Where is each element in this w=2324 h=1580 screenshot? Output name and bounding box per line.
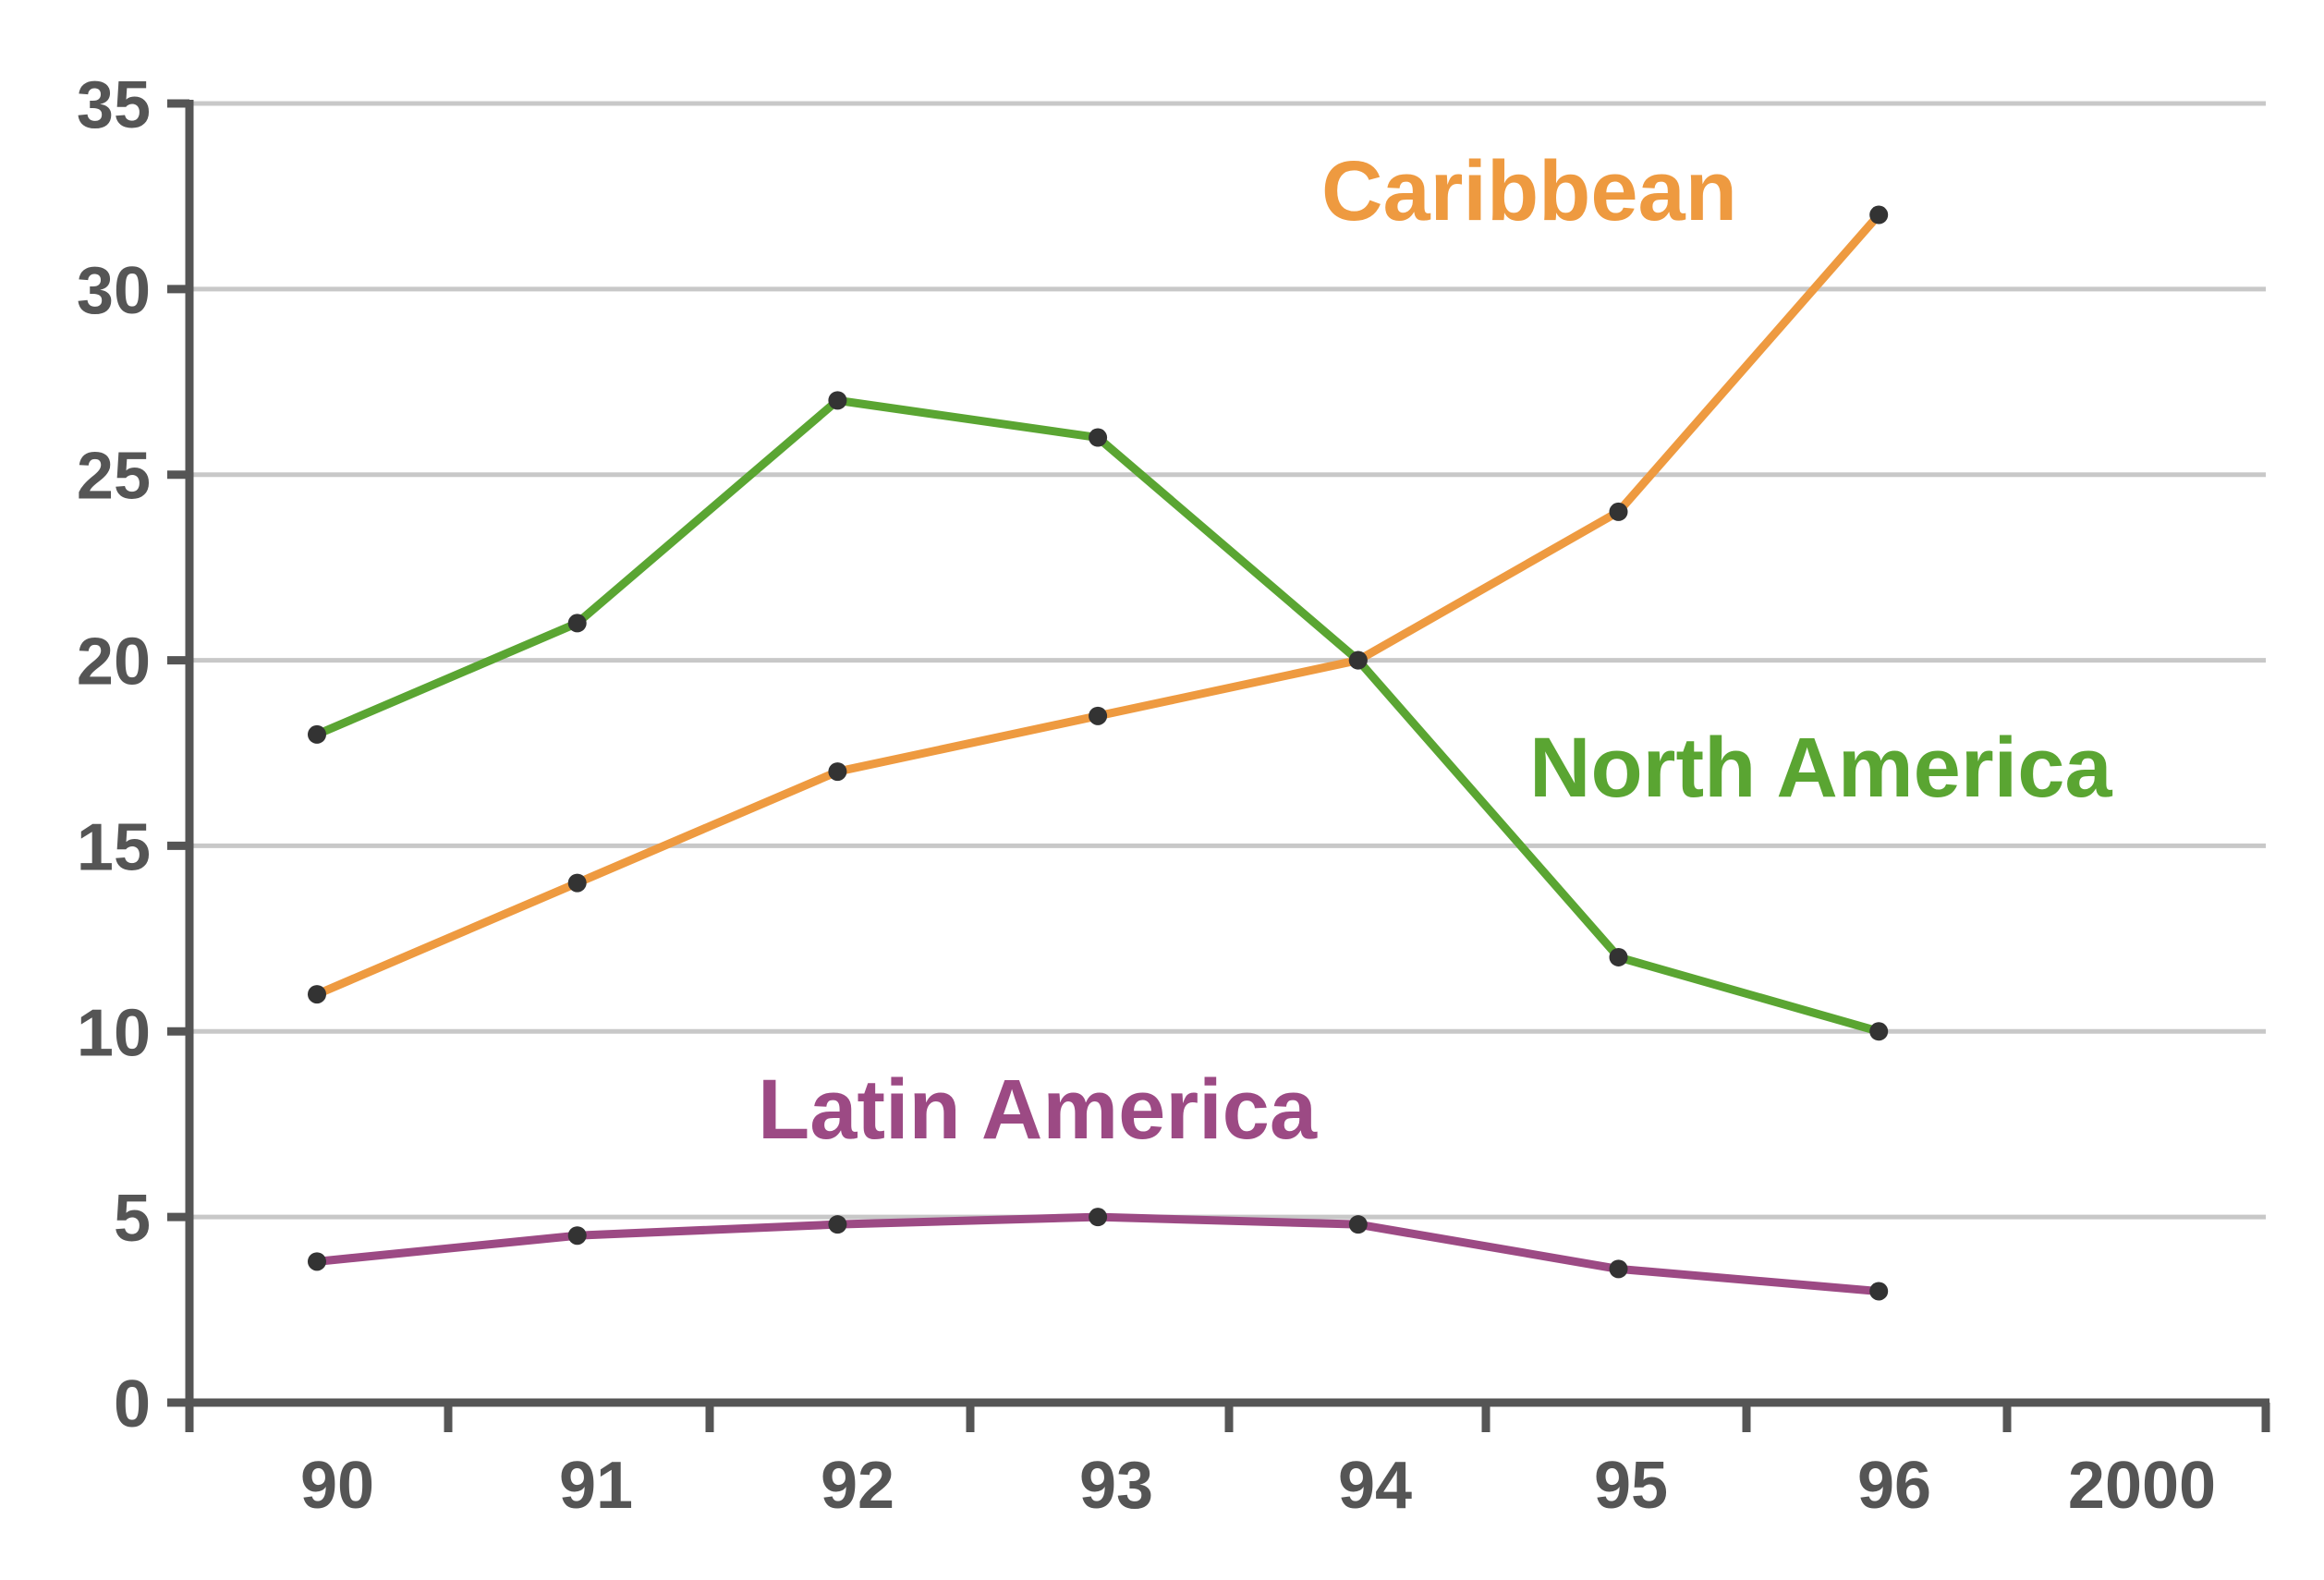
data-point-north-america — [1089, 428, 1108, 447]
x-tick-label: 90 — [300, 1449, 374, 1523]
data-point-caribbean — [828, 762, 847, 782]
y-tick-label: 0 — [114, 1367, 151, 1441]
data-point-north-america — [1348, 650, 1368, 670]
y-tick-label: 10 — [77, 996, 151, 1070]
gridlines — [189, 101, 2266, 1220]
data-point-latin-america — [308, 1252, 326, 1271]
data-point-caribbean — [1089, 706, 1108, 725]
data-point-north-america — [1609, 947, 1628, 966]
y-tick-label: 15 — [77, 810, 151, 884]
series-label-latin-america: Latin America — [758, 1063, 1318, 1157]
x-tick-label: 94 — [1338, 1449, 1412, 1523]
x-tick-label: 95 — [1594, 1449, 1668, 1523]
data-point-latin-america — [567, 1226, 587, 1246]
y-tick-label: 30 — [77, 254, 151, 328]
data-point-north-america — [828, 391, 847, 410]
data-point-caribbean — [308, 985, 326, 1004]
x-tick-label: 92 — [821, 1449, 894, 1523]
data-point-north-america — [1869, 1022, 1889, 1041]
data-point-caribbean — [1869, 205, 1889, 225]
y-tick-label: 20 — [77, 626, 151, 699]
y-tick-label: 5 — [114, 1182, 151, 1256]
series-label-north-america: North America — [1529, 721, 2112, 815]
series-lines — [308, 205, 1889, 1301]
series-label-caribbean: Caribbean — [1321, 144, 1737, 238]
data-point-caribbean — [1609, 502, 1628, 521]
data-point-latin-america — [1869, 1282, 1889, 1301]
x-tick-label: 2000 — [2068, 1449, 2216, 1523]
axes: 0 5 10 15 20 25 30 35 90 91 92 93 94 95 96 2000 — [77, 68, 2270, 1523]
y-tick-label: 35 — [77, 68, 151, 142]
series-labels: Caribbean North America Latin America — [758, 144, 2112, 1157]
data-point-north-america — [567, 614, 587, 633]
x-tick-label: 93 — [1079, 1449, 1153, 1523]
x-tick-label: 96 — [1857, 1449, 1931, 1523]
data-point-latin-america — [828, 1215, 847, 1234]
y-tick-label: 25 — [77, 440, 151, 514]
data-point-latin-america — [1089, 1208, 1108, 1227]
data-point-latin-america — [1348, 1215, 1368, 1234]
data-point-caribbean — [567, 873, 587, 893]
data-point-latin-america — [1609, 1259, 1628, 1279]
series-line-caribbean — [312, 211, 1883, 999]
data-point-north-america — [308, 724, 326, 744]
x-tick-label: 91 — [559, 1449, 633, 1523]
series-line-latin-america — [312, 1212, 1883, 1295]
